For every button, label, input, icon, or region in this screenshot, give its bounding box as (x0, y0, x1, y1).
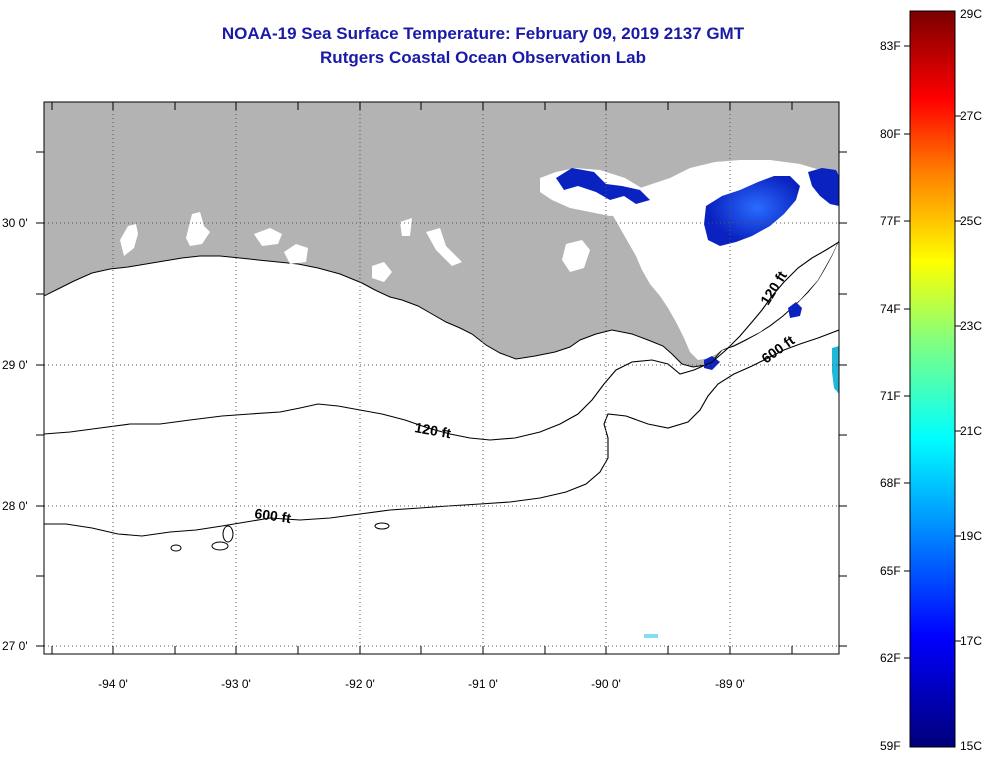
white-patch-c (284, 244, 308, 264)
cold-water-east (808, 168, 839, 206)
colorbar-f-label-65: 65F (880, 564, 901, 578)
cold-water-lake (556, 168, 650, 204)
isobath-120ft (44, 241, 839, 441)
seafloor-loop-3 (211, 541, 229, 551)
colorbar-c-label-23: 23C (960, 319, 982, 333)
seafloor-loop-2 (170, 544, 182, 552)
isobath-600ft (44, 329, 839, 537)
cold-water-spot (788, 302, 802, 318)
cold-water-delta (704, 356, 720, 370)
white-patch-f (562, 240, 590, 272)
lon-label-90: -90 0' (591, 677, 621, 691)
map-subtitle: Rutgers Coastal Ocean Observation Lab (320, 48, 646, 67)
cool-water-edge (832, 346, 839, 394)
colorbar-c-label-17: 17C (960, 634, 982, 648)
map-ticks (36, 102, 847, 654)
lat-label-29: 29 0' (2, 358, 28, 372)
lon-label-89: -89 0' (715, 677, 745, 691)
colorbar-f-label-83: 83F (880, 39, 901, 53)
map-border (43, 101, 840, 655)
lon-label-94: -94 0' (98, 677, 128, 691)
colorbar-c-label-15: 15C (960, 739, 982, 753)
colorbar-f-label-80: 80F (880, 127, 901, 141)
cold-water-sound (704, 176, 800, 246)
lon-label-92: -92 0' (345, 677, 375, 691)
colorbar-f-label-74: 74F (880, 302, 901, 316)
cool-water-speck (644, 634, 658, 638)
lat-label-27: 27 0' (2, 639, 28, 653)
lon-label-91: -91 0' (468, 677, 498, 691)
white-patch-b (254, 228, 282, 246)
colorbar-ticks (904, 45, 961, 659)
map-title: NOAA-19 Sea Surface Temperature: Februar… (221, 24, 745, 43)
colorbar-f-label-71: 71F (880, 389, 901, 403)
contour-label-120ft-south: 120 ft (413, 419, 452, 441)
white-patch-g (372, 262, 392, 282)
colorbar-f-label-68: 68F (880, 476, 901, 490)
graticule (44, 102, 839, 654)
seafloor-loop-4 (374, 522, 390, 530)
colorbar-c-label-29: 29C (960, 7, 982, 21)
colorbar-f-label-77: 77F (880, 214, 901, 228)
white-patch-a (186, 212, 210, 246)
seafloor-loop-1 (222, 525, 234, 543)
colorbar-f-label-62: 62F (880, 651, 901, 665)
colorbar-c-label-21: 21C (960, 424, 982, 438)
lat-label-30: 30 0' (2, 216, 28, 230)
lat-label-28: 28 0' (2, 499, 28, 513)
white-patch-e (426, 228, 462, 266)
white-patch-west (120, 224, 138, 256)
contour-label-600ft-west: 600 ft (254, 505, 293, 526)
lon-label-93: -93 0' (221, 677, 251, 691)
colorbar-c-label-19: 19C (960, 529, 982, 543)
colorbar-c-label-25: 25C (960, 214, 982, 228)
colorbar-f-label-59: 59F (880, 739, 901, 753)
colorbar (909, 10, 956, 748)
colorbar-c-label-27: 27C (960, 109, 982, 123)
